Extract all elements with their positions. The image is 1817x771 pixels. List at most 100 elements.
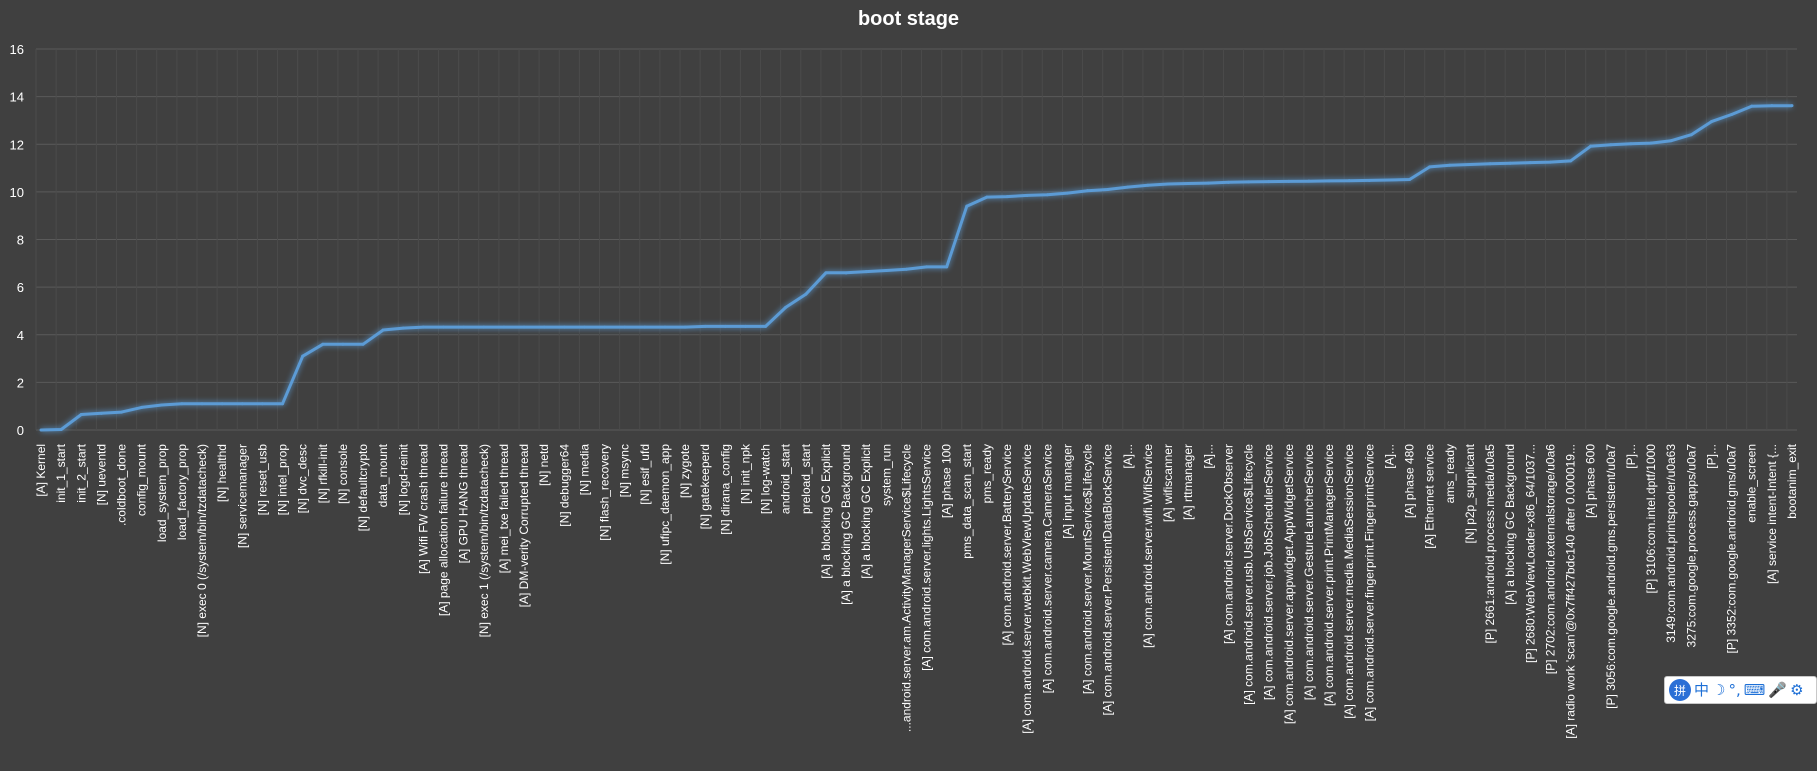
y-tick-label: 6 xyxy=(17,280,24,295)
ime-settings-icon[interactable]: ⚙ xyxy=(1790,680,1804,699)
data-point xyxy=(925,265,929,269)
data-point xyxy=(663,325,667,329)
y-tick-label: 4 xyxy=(17,328,24,343)
x-tick-label: [A] com.android.server.BatteryService xyxy=(1000,444,1014,646)
data-point xyxy=(240,402,244,406)
data-point xyxy=(260,402,264,406)
x-tick-label: config_mount xyxy=(135,443,149,516)
data-point xyxy=(623,325,627,329)
data-point xyxy=(562,325,566,329)
data-point xyxy=(1750,104,1754,108)
y-tick-label: 14 xyxy=(10,90,24,105)
ime-punctuation-button[interactable]: °, xyxy=(1728,680,1741,699)
ime-logo-icon[interactable]: 拼 xyxy=(1669,679,1691,701)
data-point xyxy=(1649,141,1653,145)
data-point xyxy=(1548,160,1552,164)
x-tick-label: [N] rfkill-init xyxy=(316,443,330,503)
ime-microphone-icon[interactable]: 🎤 xyxy=(1768,680,1788,699)
x-tick-label: [A] com.android.server.PersistentDataBlo… xyxy=(1101,444,1115,716)
x-tick-label: [N] dvc_desc xyxy=(296,444,310,513)
data-point xyxy=(1307,179,1311,183)
x-tick-label: [A] page allocation failure thread xyxy=(437,444,451,616)
x-tick-label: system_run xyxy=(879,444,893,506)
x-tick-label: [N] log-watch xyxy=(759,444,773,514)
x-tick-label: enable_screen xyxy=(1745,444,1759,523)
data-point xyxy=(743,324,747,328)
data-point xyxy=(1428,165,1432,169)
x-tick-label: [A] com.android.server.lights.LightsServ… xyxy=(920,444,934,671)
x-tick-label: [A] com.android.server.usb.UsbService$Li… xyxy=(1242,444,1256,705)
data-point xyxy=(401,326,405,330)
y-tick-label: 16 xyxy=(10,42,24,57)
ime-moon-icon[interactable]: ☽ xyxy=(1712,680,1726,699)
x-tick-label: [A] rttmanager xyxy=(1181,444,1195,520)
ime-chinese-mode-button[interactable]: 中 xyxy=(1694,680,1710,699)
x-tick-label: [N] msync xyxy=(618,444,632,497)
data-point xyxy=(442,325,446,329)
data-points xyxy=(39,104,1794,432)
data-point xyxy=(502,325,506,329)
data-point xyxy=(1267,180,1271,184)
data-point xyxy=(1609,143,1613,147)
data-point xyxy=(1367,178,1371,182)
data-point xyxy=(1508,161,1512,165)
x-tick-label: [A] com.android.server.webkit.WebViewUpd… xyxy=(1020,444,1034,734)
data-point xyxy=(220,402,224,406)
x-tick-label: [N] intel_prop xyxy=(276,444,290,516)
data-point xyxy=(1247,180,1251,184)
x-tick-label: [N] zygote xyxy=(678,444,692,498)
data-point xyxy=(884,268,888,272)
x-tick-label: [A] com.android.server.print.PrintManage… xyxy=(1322,444,1336,706)
x-tick-label: android_start xyxy=(779,443,793,514)
x-tick-label: [P] 2680:WebViewLoader-x86_64/1037... xyxy=(1523,444,1537,663)
x-tick-label: [A] a blocking GC Explicit xyxy=(859,443,873,578)
data-point xyxy=(1106,187,1110,191)
x-tick-label: bootanim_exit xyxy=(1785,443,1799,518)
x-tick-label: [A] com.android.server.wifi.WifiService xyxy=(1141,444,1155,648)
data-point xyxy=(824,271,828,275)
y-axis-tick-labels: 0 2 4 6 8 10 12 14 16 xyxy=(10,42,24,438)
x-tick-label: [N] flash_recovery xyxy=(598,444,612,541)
x-tick-label: 3275:com.google.process.gapps/u0a7 xyxy=(1684,444,1698,648)
data-point xyxy=(1327,179,1331,183)
data-point xyxy=(804,292,808,296)
data-point xyxy=(1086,189,1090,193)
data-point xyxy=(160,403,164,407)
x-tick-label: init_1_start xyxy=(54,443,68,502)
x-tick-label: [A] DM-verity Corrupted thread xyxy=(517,444,531,607)
data-point xyxy=(904,267,908,271)
data-point xyxy=(1528,161,1532,165)
data-point xyxy=(1488,162,1492,166)
y-tick-label: 8 xyxy=(17,233,24,248)
data-point xyxy=(462,325,466,329)
data-point xyxy=(723,324,727,328)
data-point xyxy=(582,325,586,329)
y-tick-label: 12 xyxy=(10,137,24,152)
x-tick-label: [A] com.android.server.MountService$Life… xyxy=(1081,444,1095,694)
x-tick-label: [A] a blocking GC Background xyxy=(839,444,853,605)
data-point xyxy=(120,410,124,414)
data-point xyxy=(1387,178,1391,182)
x-tick-label: [A] com.android.server.GestureLauncherSe… xyxy=(1302,444,1316,700)
ime-toolbar[interactable]: 拼 中 ☽ °, ⌨ 🎤 ⚙ xyxy=(1664,676,1817,704)
data-point xyxy=(1730,112,1734,116)
x-tick-label: [P] 2661:android.process.media/u0a5 xyxy=(1483,444,1497,644)
x-tick-label: [A] com.android.server.media.MediaSessio… xyxy=(1342,444,1356,719)
x-tick-label: [P] 3106:com.intel.dptf/1000 xyxy=(1644,444,1658,594)
x-tick-label: [A] mei_txe failed thread xyxy=(497,444,511,573)
data-point xyxy=(1448,163,1452,167)
x-tick-label: [A] input manager xyxy=(1060,444,1074,539)
data-point xyxy=(1629,142,1633,146)
x-tick-label: [A] service intent-Intent {... xyxy=(1765,444,1779,584)
x-tick-label: [A]... xyxy=(1121,444,1135,469)
data-point xyxy=(844,271,848,275)
y-tick-label: 0 xyxy=(17,423,24,438)
x-tick-label: [A]... xyxy=(1383,444,1397,469)
x-tick-label: [P] 3056:com.google.android.gms.persiste… xyxy=(1604,444,1618,709)
data-point xyxy=(39,428,43,432)
data-point xyxy=(864,270,868,274)
ime-keyboard-icon[interactable]: ⌨ xyxy=(1743,680,1766,699)
data-point xyxy=(1790,104,1794,108)
x-tick-label: [A] wifiscanner xyxy=(1161,444,1175,522)
